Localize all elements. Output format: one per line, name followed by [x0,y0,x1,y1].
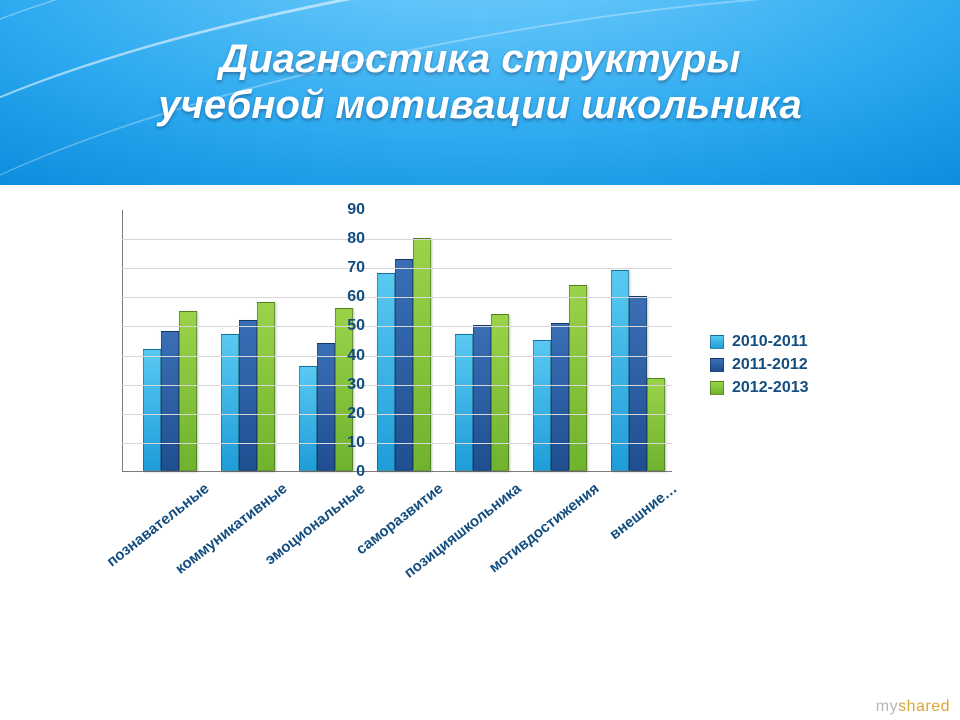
x-label: внешние… [544,480,681,592]
watermark-my: my [876,698,898,715]
legend-item: 2011-2012 [710,356,809,374]
watermark-shared: shared [898,698,950,715]
legend-swatch [710,381,724,395]
legend-item: 2010-2011 [710,333,809,351]
bar [551,323,569,471]
x-label: саморазвитие [310,480,447,592]
bar [491,314,509,471]
x-label: позицияшкольника [388,480,525,592]
y-tick: 50 [325,317,365,335]
bar-group [611,270,665,471]
legend-swatch [710,358,724,372]
bar-chart: 2010-2011 2011-2012 2012-2013 0 10 20 30 40 50 6… [70,210,870,650]
x-label: эмоциональные [232,480,369,592]
y-tick: 10 [325,434,365,452]
legend-label: 2012-2013 [732,379,809,397]
x-label: коммуникативные [154,480,291,592]
bar [473,325,491,471]
y-tick: 90 [325,201,365,219]
bar [413,238,431,471]
y-tick: 40 [325,347,365,365]
legend-label: 2011-2012 [732,356,808,374]
bar [377,273,395,471]
x-label: познавательные [76,480,213,592]
y-tick: 30 [325,376,365,394]
bar [533,340,551,471]
y-tick: 60 [325,288,365,306]
bar [221,334,239,471]
bar [299,366,317,471]
bar-group [221,302,275,471]
plot-area [122,210,672,472]
bar [455,334,473,471]
slide: Диагностика структурыучебной мотивации ш… [0,0,960,720]
bar [161,331,179,471]
bar [629,296,647,471]
bar-group [455,314,509,471]
bar [143,349,161,471]
bar [395,259,413,472]
bar [257,302,275,471]
slide-title: Диагностика структурыучебной мотивации ш… [0,36,960,128]
bar [569,285,587,471]
bar [179,311,197,471]
x-label: мотивдостижения [466,480,603,592]
legend-swatch [710,335,724,349]
bar-group [143,311,197,471]
y-tick: 80 [325,230,365,248]
y-tick: 0 [325,463,365,481]
watermark: myshared [876,698,950,716]
legend: 2010-2011 2011-2012 2012-2013 [710,328,809,402]
bar-group [377,238,431,471]
bar [647,378,665,471]
y-tick: 20 [325,405,365,423]
bar [239,320,257,471]
legend-item: 2012-2013 [710,379,809,397]
bar [611,270,629,471]
y-tick: 70 [325,259,365,277]
legend-label: 2010-2011 [732,333,808,351]
bar-group [533,285,587,471]
